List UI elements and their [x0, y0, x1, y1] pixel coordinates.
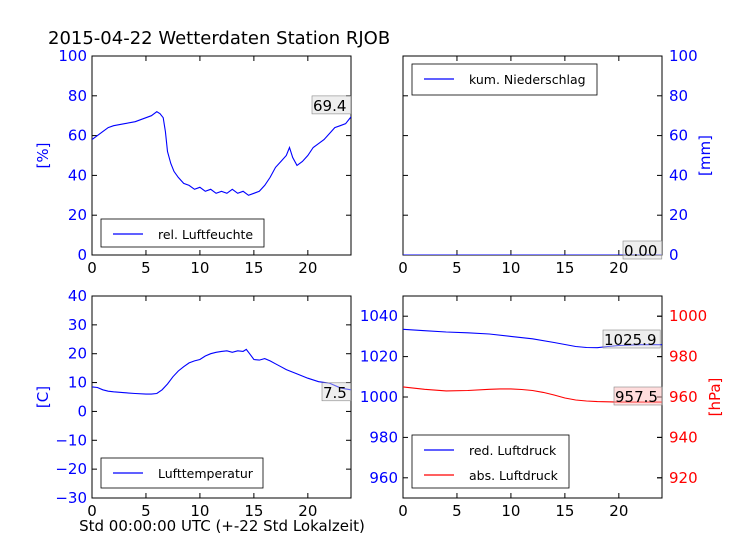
- y-tick-label: 100: [58, 47, 87, 65]
- y-right-axis-label: [hPa]: [706, 378, 724, 417]
- y-tick-label: 1000: [360, 388, 398, 406]
- legend-entry: Lufttemperatur: [158, 466, 254, 481]
- y-tick-label: 100: [669, 47, 698, 65]
- legend: rel. Luftfeuchte: [100, 218, 265, 248]
- x-tick-label: 15: [555, 259, 574, 277]
- y-tick-label: 20: [68, 206, 87, 224]
- legend-entry: rel. Luftfeuchte: [158, 227, 253, 242]
- legend-box: [100, 218, 265, 248]
- x-tick-label: 10: [190, 259, 209, 277]
- legend: kum. Niederschlag: [411, 63, 598, 96]
- y-tick-label: 60: [68, 127, 87, 145]
- y-axis-label: [C]: [34, 386, 52, 408]
- annotation-box: [622, 240, 663, 260]
- y-tick-label: 960: [369, 469, 398, 487]
- legend-entry: kum. Niederschlag: [469, 72, 586, 87]
- x-tick-label: 20: [298, 502, 317, 520]
- y-tick-label: 0: [669, 246, 679, 264]
- annotation-label: 0.00: [624, 242, 657, 260]
- series-line-red-luftdruck: [403, 328, 662, 349]
- x-tick-label: 15: [244, 259, 263, 277]
- y-tick-label: 0: [77, 402, 87, 420]
- x-tick-label: 5: [141, 502, 151, 520]
- y-right-tick-label: 940: [669, 428, 698, 446]
- x-tick-label: 5: [452, 259, 462, 277]
- y-tick-label: 40: [68, 287, 87, 305]
- annotation-box: [613, 386, 663, 406]
- y-tick-label: 30: [68, 316, 87, 334]
- annotation-label: 1025.9: [604, 331, 657, 349]
- y-tick-label: 10: [68, 374, 87, 392]
- y-tick-label: 40: [669, 166, 688, 184]
- annotation-box: [602, 329, 661, 349]
- y-right-tick-label: 1000: [669, 307, 707, 325]
- annotation-label: 957.5: [615, 388, 658, 406]
- y-tick-label: −10: [55, 431, 87, 449]
- x-tick-label: 15: [244, 502, 263, 520]
- y-tick-label: 0: [77, 246, 87, 264]
- y-tick-label: −20: [55, 460, 87, 478]
- x-tick-label: 20: [298, 259, 317, 277]
- series-line-lufttemperatur: [92, 348, 351, 395]
- x-tick-label: 0: [87, 259, 97, 277]
- x-tick-label: 5: [452, 502, 462, 520]
- annotation-box: [321, 382, 352, 402]
- x-tick-label: 0: [398, 259, 408, 277]
- figure-title: 2015-04-22 Wetterdaten Station RJOB: [48, 28, 390, 49]
- legend: Lufttemperatur: [100, 457, 264, 489]
- x-tick-label: 20: [609, 502, 628, 520]
- y-tick-label: 60: [669, 127, 688, 145]
- panel-humidity: 0 5 10 15 20 0 20 40 60 80 100 [%] rel. Luftfeuchte 6…: [34, 47, 352, 277]
- x-tick-label: 10: [501, 502, 520, 520]
- annotation-label: 7.5: [323, 384, 347, 402]
- panel-precipitation: 0 5 10 15 20 0 20 40 60 80 100 [mm] kum. Niederschla…: [398, 47, 714, 277]
- legend-entry: abs. Luftdruck: [469, 468, 559, 483]
- y-axis-label: [mm]: [696, 135, 714, 176]
- annotation-box: [311, 95, 352, 115]
- legend-entry: red. Luftdruck: [469, 443, 557, 458]
- series-line-abs-luftdruck: [403, 386, 662, 403]
- y-tick-label: 80: [669, 87, 688, 105]
- x-tick-label: 10: [501, 259, 520, 277]
- y-axis-label: [%]: [34, 143, 52, 169]
- panel-temperature: 0 5 10 15 20 −30 −20 −10 0 10 20 30 40 [C] Lufttempera…: [34, 287, 352, 520]
- y-right-tick-label: 980: [669, 348, 698, 366]
- x-tick-label: 5: [141, 259, 151, 277]
- x-tick-label: 0: [398, 502, 408, 520]
- y-tick-label: 20: [68, 345, 87, 363]
- y-tick-label: 40: [68, 166, 87, 184]
- series-line-rel-luftfeuchte: [92, 111, 351, 196]
- y-tick-label: −30: [55, 489, 87, 507]
- y-tick-label: 980: [369, 428, 398, 446]
- x-tick-label: 10: [190, 502, 209, 520]
- y-tick-label: 1040: [360, 307, 398, 325]
- x-tick-label: 15: [555, 502, 574, 520]
- legend: red. Luftdruck abs. Luftdruck: [411, 434, 570, 489]
- legend-box: [411, 434, 570, 489]
- x-tick-label: 20: [609, 259, 628, 277]
- x-axis-label: Std 00:00:00 UTC (+-22 Std Lokalzeit): [79, 517, 365, 535]
- y-tick-label: 1020: [360, 348, 398, 366]
- y-right-tick-label: 920: [669, 469, 698, 487]
- x-tick-label: 0: [87, 502, 97, 520]
- panel-pressure: 0 5 10 15 20 960 980 1000 1020 1040 920 940 960 980 10…: [360, 295, 724, 520]
- y-right-tick-label: 960: [669, 388, 698, 406]
- y-tick-label: 80: [68, 87, 87, 105]
- y-tick-label: 20: [669, 206, 688, 224]
- annotation-label: 69.4: [313, 97, 346, 115]
